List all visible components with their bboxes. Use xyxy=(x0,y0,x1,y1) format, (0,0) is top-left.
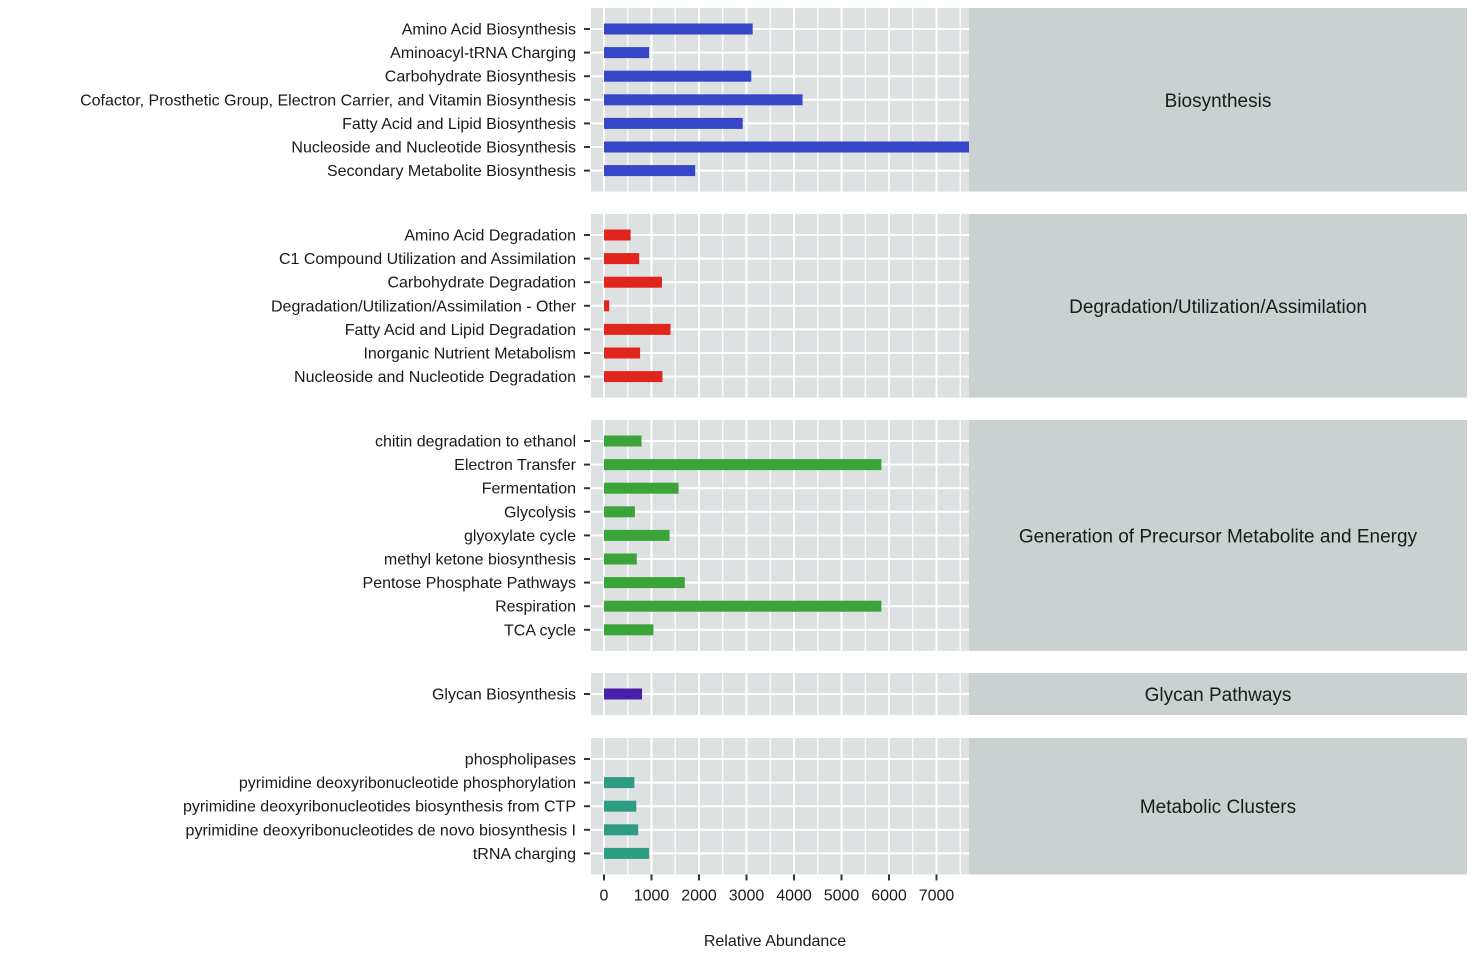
facet-panel: Glycan Biosynthesis Glycan Pathways xyxy=(432,673,1467,715)
category-label: Fatty Acid and Lipid Degradation xyxy=(345,322,576,339)
bar xyxy=(604,600,882,612)
category-label: Amino Acid Degradation xyxy=(404,228,576,245)
category-label: pyrimidine deoxyribonucleotides de novo … xyxy=(186,822,576,839)
bar xyxy=(604,506,635,518)
category-label: Glycan Biosynthesis xyxy=(432,687,576,704)
category-label: Fatty Acid and Lipid Biosynthesis xyxy=(342,116,576,133)
facet-panel: chitin degradation to ethanol Electron Tr… xyxy=(363,420,1467,651)
bar xyxy=(604,323,671,335)
x-axis-title: Relative Abundance xyxy=(704,933,846,950)
bar xyxy=(604,300,610,312)
bar xyxy=(604,482,679,494)
x-tick-label: 7000 xyxy=(919,887,955,904)
bar xyxy=(604,141,969,153)
x-tick-label: 6000 xyxy=(871,887,907,904)
category-label: C1 Compound Utilization and Assimilation xyxy=(279,251,576,268)
facet-label: Glycan Pathways xyxy=(1145,685,1292,706)
facet-label: Degradation/Utilization/Assimilation xyxy=(1069,297,1367,318)
bar xyxy=(604,777,635,789)
bar xyxy=(604,624,654,636)
category-label: Amino Acid Biosynthesis xyxy=(402,22,576,39)
category-label: Carbohydrate Degradation xyxy=(387,275,576,292)
category-label: pyrimidine deoxyribonucleotide phosphory… xyxy=(239,775,576,792)
category-label: pyrimidine deoxyribonucleotides biosynth… xyxy=(183,799,576,816)
x-tick-label: 0 xyxy=(600,887,609,904)
category-label: Secondary Metabolite Biosynthesis xyxy=(327,163,576,180)
category-label: Pentose Phosphate Pathways xyxy=(363,575,576,592)
category-label: Glycolysis xyxy=(504,504,576,521)
bar xyxy=(604,253,640,265)
bar xyxy=(604,435,642,447)
facet-label: Generation of Precursor Metabolite and E… xyxy=(1019,526,1418,547)
x-tick-label: 3000 xyxy=(729,887,765,904)
category-label: Fermentation xyxy=(482,481,576,498)
facet-strip xyxy=(969,214,1467,398)
bar xyxy=(604,117,743,129)
category-label: Electron Transfer xyxy=(454,457,577,474)
category-label: Carbohydrate Biosynthesis xyxy=(385,69,576,86)
bar xyxy=(604,47,650,59)
bar xyxy=(604,688,642,700)
bar xyxy=(604,94,803,106)
x-tick-label: 1000 xyxy=(634,887,670,904)
category-label: TCA cycle xyxy=(504,622,576,639)
category-label: Nucleoside and Nucleotide Degradation xyxy=(294,369,576,386)
chart-panels: Amino Acid Biosynthesis Aminoacyl-tRNA Ch… xyxy=(80,8,1467,875)
facet-panel: Amino Acid Biosynthesis Aminoacyl-tRNA Ch… xyxy=(80,8,1467,192)
category-label: tRNA charging xyxy=(473,846,576,863)
x-tick-label: 5000 xyxy=(824,887,860,904)
x-tick-label: 2000 xyxy=(681,887,717,904)
bar xyxy=(604,800,637,812)
category-label: Inorganic Nutrient Metabolism xyxy=(363,346,576,363)
category-label: Aminoacyl-tRNA Charging xyxy=(390,45,576,62)
category-label: phospholipases xyxy=(465,752,576,769)
facet-strip xyxy=(969,8,1467,192)
bar xyxy=(604,165,696,177)
facet-strip xyxy=(969,738,1467,875)
bar xyxy=(604,276,662,288)
facet-strip xyxy=(969,673,1467,715)
category-label: methyl ketone biosynthesis xyxy=(384,552,576,569)
x-axis: 0 1000 2000 3000 4000 5000 6000 7000 xyxy=(600,874,955,904)
bar xyxy=(604,229,631,241)
bar xyxy=(604,577,685,589)
bar xyxy=(604,23,753,35)
bar xyxy=(604,459,882,471)
category-label: glyoxylate cycle xyxy=(464,528,576,545)
facet-strip xyxy=(969,420,1467,651)
bar xyxy=(604,847,650,859)
bar xyxy=(604,347,641,359)
category-label: Respiration xyxy=(495,599,576,616)
category-label: chitin degradation to ethanol xyxy=(375,434,576,451)
facet-panel: phospholipases pyrimidine deoxyribonucleo… xyxy=(183,738,1467,875)
bar xyxy=(604,371,663,383)
category-label: Cofactor, Prosthetic Group, Electron Car… xyxy=(80,92,576,109)
bar xyxy=(604,824,639,836)
bar xyxy=(604,553,637,565)
bar xyxy=(604,529,670,541)
category-label: Degradation/Utilization/Assimilation - O… xyxy=(271,298,577,315)
x-tick-label: 4000 xyxy=(776,887,812,904)
facet-label: Biosynthesis xyxy=(1165,91,1272,112)
bar xyxy=(604,70,752,82)
facet-label: Metabolic Clusters xyxy=(1140,797,1296,818)
facet-panel: Amino Acid Degradation C1 Compound Utiliz… xyxy=(271,214,1467,398)
category-label: Nucleoside and Nucleotide Biosynthesis xyxy=(291,140,576,157)
